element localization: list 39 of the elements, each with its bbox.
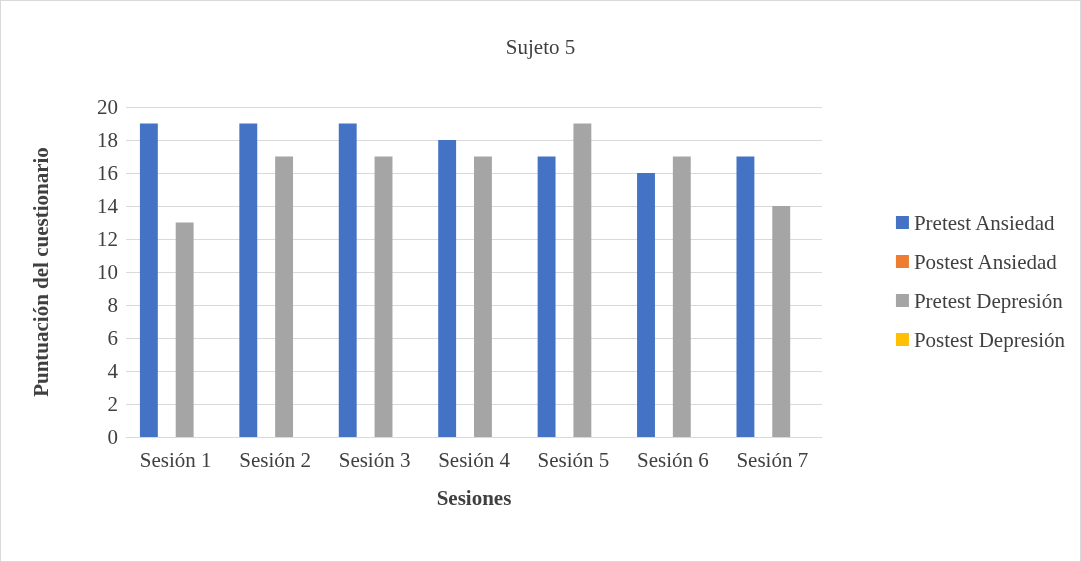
y-tick-label: 14 (97, 194, 119, 218)
legend-label: Postest Depresión (913, 327, 1066, 352)
y-tick-label: 16 (97, 161, 118, 185)
y-tick-label: 4 (107, 359, 119, 383)
bar (239, 123, 258, 437)
bar (338, 123, 357, 437)
x-tick-label: Sesión 7 (736, 447, 809, 472)
y-tick-label: 20 (97, 95, 118, 119)
bar (175, 222, 194, 437)
x-axis-title: Sesiones (436, 485, 512, 510)
bar (438, 140, 457, 437)
x-tick-label: Sesión 4 (438, 447, 511, 472)
x-tick-label: Sesión 3 (338, 447, 411, 472)
x-tick-label: Sesión 2 (239, 447, 312, 472)
y-tick-label: 12 (97, 227, 118, 251)
x-tick-label: Sesión 5 (537, 447, 610, 472)
bar (672, 156, 691, 437)
legend-label: Pretest Ansiedad (913, 210, 1055, 235)
bar (374, 156, 393, 437)
bar (637, 173, 655, 437)
bar (474, 156, 492, 437)
bar (537, 156, 556, 437)
y-tick-label: 2 (107, 392, 118, 416)
bar (772, 206, 791, 437)
x-tick-label: Sesión 6 (636, 447, 709, 472)
chart-title: Sujeto 5 (505, 34, 576, 59)
bar (736, 156, 755, 437)
y-tick-label: 18 (97, 128, 118, 152)
y-tick-label: 8 (107, 293, 118, 317)
bar (275, 156, 294, 437)
bar (573, 123, 592, 437)
x-tick-label: Sesión 1 (139, 447, 212, 472)
y-tick-label: 0 (107, 425, 118, 449)
legend-label: Pretest Depresión (913, 288, 1064, 313)
y-tick-label: 10 (97, 260, 118, 284)
y-tick-label: 6 (107, 326, 118, 350)
bar (139, 123, 158, 437)
y-axis-title: Puntuación del cuestionario (28, 147, 53, 397)
legend-label: Postest Ansiedad (913, 249, 1058, 274)
